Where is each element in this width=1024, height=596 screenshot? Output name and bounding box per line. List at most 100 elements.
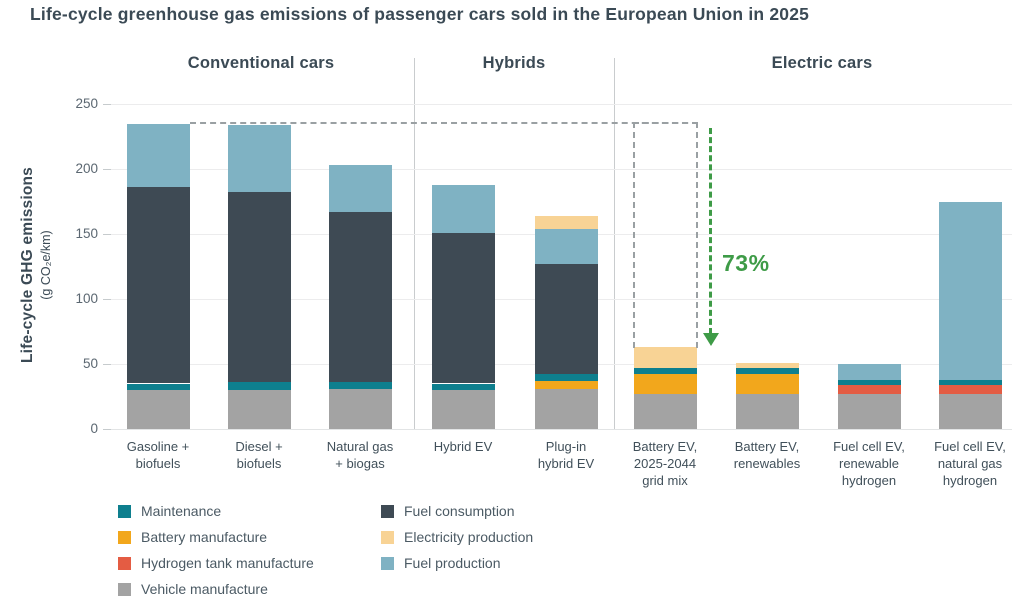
comparison-dashed-rect (632, 121, 698, 349)
bar-7-segment-maintenance (838, 379, 901, 385)
legend-item-hydrogen_tank_manufacture: Hydrogen tank manufacture (118, 550, 314, 576)
x-axis-label-line: biofuels (236, 456, 282, 471)
bar-1-segment-fuel_production (228, 124, 291, 193)
y-axis-unit: (g CO₂e/km) (39, 230, 53, 300)
x-axis-label-line: natural gas (937, 456, 1003, 471)
x-axis-label-line: Hybrid EV (433, 439, 493, 454)
y-tick-50 (103, 364, 111, 365)
bar-5-segment-maintenance (634, 367, 697, 375)
legend-label-fuel_production: Fuel production (404, 555, 501, 571)
bar-7-segment-vehicle_manufacture (838, 393, 901, 429)
group-header-electric-cars: Electric cars (771, 54, 873, 72)
x-axis-label-line: 2025-2044 (633, 456, 697, 471)
x-axis-label-line: Natural gas (326, 439, 394, 454)
y-tick-0 (103, 429, 111, 430)
y-tick-label-50: 50 (82, 356, 98, 371)
bar-3-segment-maintenance (432, 383, 495, 390)
bar-8-segment-fuel_production (939, 201, 1002, 380)
bar-8-segment-hydrogen_tank_manufacture (939, 384, 1002, 394)
group-separator-line (614, 58, 615, 429)
bar-1-segment-vehicle_manufacture (228, 390, 291, 429)
bar-4-segment-fuel_production (535, 228, 598, 264)
legend-label-maintenance: Maintenance (141, 503, 222, 519)
legend-item-fuel_production: Fuel production (381, 550, 533, 576)
x-axis-label-line: hydrogen (841, 473, 897, 488)
bar-5-segment-electricity_production (634, 347, 697, 368)
y-tick-label-250: 250 (75, 96, 98, 111)
bar-5-segment-battery_manufacture (634, 374, 697, 394)
bar-8-segment-vehicle_manufacture (939, 393, 1002, 429)
reduction-arrow-head (703, 333, 719, 347)
bar-2-segment-maintenance (329, 382, 392, 389)
bar-3-segment-vehicle_manufacture (432, 390, 495, 429)
x-axis-label-7: Fuel cell EV, renewable hydrogen (803, 438, 935, 489)
x-axis-label-line: Plug-in (545, 439, 587, 454)
legend-swatch-fuel_consumption (381, 504, 394, 518)
x-axis-label-line: hybrid EV (537, 456, 595, 471)
bar-2-segment-fuel_consumption (329, 211, 392, 383)
x-axis-label-line: Fuel cell EV, (833, 439, 905, 454)
y-tick-label-100: 100 (75, 291, 98, 306)
legend-swatch-maintenance (118, 504, 131, 518)
x-axis-label-line: biofuels (135, 456, 181, 471)
bar-1-segment-fuel_consumption (228, 192, 291, 383)
x-axis-label-6: Battery EV, renewables (701, 438, 833, 472)
y-tick-label-200: 200 (75, 161, 98, 176)
bar-7-segment-fuel_production (838, 364, 901, 380)
y-tick-100 (103, 299, 111, 300)
x-axis-label-line: grid mix (642, 473, 688, 488)
x-axis-label-line: renewable (839, 456, 899, 471)
bar-6-segment-vehicle_manufacture (736, 393, 799, 429)
bar-6-segment-battery_manufacture (736, 374, 799, 394)
x-axis-label-line: Gasoline + (126, 439, 190, 454)
bar-4-segment-vehicle_manufacture (535, 388, 598, 429)
x-axis-label-line: + biogas (335, 456, 385, 471)
bar-0-segment-maintenance (127, 383, 190, 390)
bar-6-segment-electricity_production (736, 362, 799, 368)
y-tick-label-0: 0 (90, 421, 98, 436)
bar-4-segment-battery_manufacture (535, 380, 598, 389)
group-header-conventional-cars: Conventional cars (187, 54, 335, 72)
bar-4-segment-maintenance (535, 374, 598, 381)
bar-0-segment-vehicle_manufacture (127, 390, 190, 429)
y-tick-150 (103, 234, 111, 235)
legend-item-vehicle_manufacture: Vehicle manufacture (118, 576, 314, 596)
bar-8-segment-maintenance (939, 379, 1002, 385)
x-axis-label-line: hydrogen (942, 473, 998, 488)
bar-1-segment-maintenance (228, 382, 291, 390)
gridline-0 (106, 429, 1012, 430)
reduction-arrow-stem (709, 127, 712, 335)
bar-3-segment-fuel_consumption (432, 232, 495, 384)
y-axis-title-text: Life-cycle GHG emissions (19, 166, 36, 364)
legend-label-battery_manufacture: Battery manufacture (141, 529, 268, 545)
legend-swatch-fuel_production (381, 556, 394, 570)
x-axis-label-line: renewables (733, 456, 801, 471)
y-tick-label-150: 150 (75, 226, 98, 241)
group-header-hybrids: Hybrids (482, 54, 546, 72)
bar-0-segment-fuel_consumption (127, 187, 190, 384)
bar-4-segment-electricity_production (535, 215, 598, 229)
x-axis-label-0: Gasoline + biofuels (92, 438, 224, 472)
legend-column-1: Fuel consumption Electricity production Fu… (381, 498, 533, 576)
x-axis-label-4: Plug-in hybrid EV (500, 438, 632, 472)
bar-6-segment-maintenance (736, 367, 799, 375)
legend-swatch-electricity_production (381, 530, 394, 544)
bar-5-segment-vehicle_manufacture (634, 393, 697, 429)
x-axis-label-line: Battery EV, (632, 439, 698, 454)
y-axis-title: Life-cycle GHG emissions (g CO₂e/km) (19, 155, 53, 375)
legend-item-electricity_production: Electricity production (381, 524, 533, 550)
bar-2-segment-fuel_production (329, 165, 392, 212)
x-axis-label-line: Diesel + (235, 439, 283, 454)
legend-label-vehicle_manufacture: Vehicle manufacture (141, 581, 268, 596)
y-tick-200 (103, 169, 111, 170)
gridline-200 (106, 169, 1012, 170)
legend-item-fuel_consumption: Fuel consumption (381, 498, 533, 524)
x-axis-label-1: Diesel + biofuels (193, 438, 325, 472)
chart-title: Life-cycle greenhouse gas emissions of p… (30, 4, 810, 24)
x-axis-label-2: Natural gas + biogas (294, 438, 426, 472)
group-separator-line (414, 58, 415, 429)
bar-0-segment-fuel_production (127, 123, 190, 188)
x-axis-label-8: Fuel cell EV, natural gas hydrogen (904, 438, 1024, 489)
legend-swatch-battery_manufacture (118, 530, 131, 544)
x-axis-label-3: Hybrid EV (397, 438, 529, 455)
